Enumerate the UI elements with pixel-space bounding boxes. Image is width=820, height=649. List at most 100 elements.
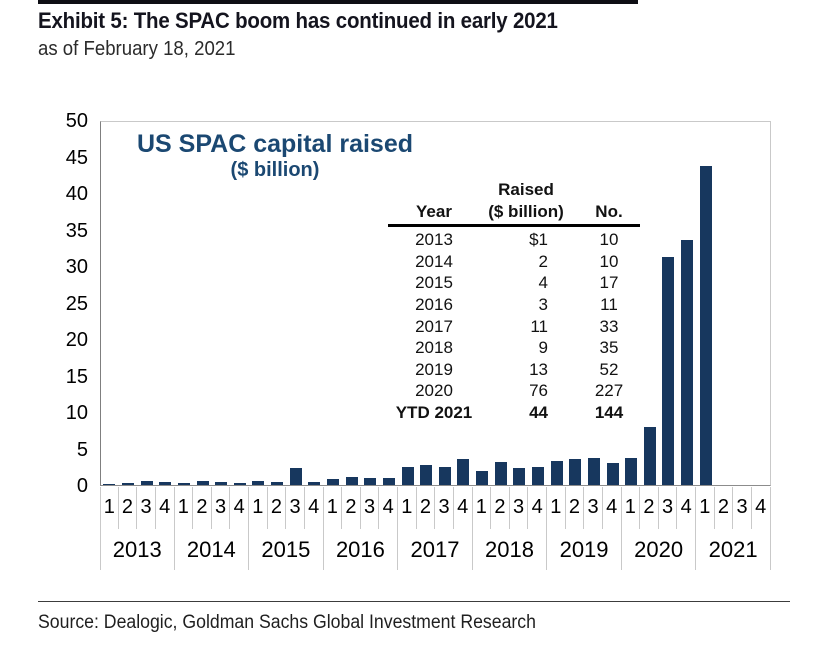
- inset-table-cell: 2015: [415, 273, 453, 293]
- source-divider: [38, 601, 790, 602]
- inset-table-cell: 10: [599, 230, 619, 250]
- inset-table-cell: YTD 2021: [395, 402, 473, 422]
- bar-2017-q3: [438, 466, 451, 485]
- bar-2015-q4: [308, 481, 321, 485]
- source-text: Source: Dealogic, Goldman Sachs Global I…: [38, 612, 536, 633]
- inset-table-cell: 9: [538, 338, 548, 358]
- y-axis-tick-label: 15: [65, 365, 88, 388]
- y-axis-tick-label: 40: [65, 183, 88, 205]
- inset-table-cell: 17: [599, 273, 619, 293]
- quarter-label: 3: [659, 487, 678, 529]
- inset-table-cell: 2016: [415, 294, 453, 314]
- quarter-label: 2: [342, 487, 361, 529]
- quarter-label: 4: [454, 487, 473, 529]
- inset-table-row-2017: 2017 11 33: [388, 316, 640, 338]
- bar-2019-q1: [550, 460, 563, 485]
- bar-2020-q2: [643, 426, 656, 485]
- quarter-label: 2: [193, 487, 212, 529]
- quarter-label: 4: [379, 487, 398, 529]
- inset-table-row-2018: 2018 9 35: [388, 337, 640, 359]
- bar-2016-q2: [345, 476, 358, 485]
- inset-table-row-2014: 2014 2 10: [388, 251, 640, 273]
- year-label-2015: 2015: [249, 529, 324, 570]
- year-label-2014: 2014: [175, 529, 250, 570]
- inset-table-header-rule: [388, 224, 640, 228]
- bar-2016-q3: [364, 478, 377, 485]
- inset-table-cell: 2: [538, 251, 548, 271]
- bar-2018-q1: [476, 471, 489, 485]
- quarter-label: 1: [100, 487, 119, 529]
- inset-table-cell: 2018: [415, 338, 453, 358]
- quarter-label: 2: [268, 487, 287, 529]
- y-axis-tick-label: 0: [76, 475, 88, 497]
- quarter-label: 4: [528, 487, 547, 529]
- y-axis-tick-label: 45: [65, 146, 88, 169]
- inset-table-cell: 44: [529, 402, 548, 422]
- year-label-2017: 2017: [398, 529, 473, 570]
- year-label-2018: 2018: [473, 529, 548, 570]
- exhibit-title: Exhibit 5: The SPAC boom has continued i…: [38, 8, 558, 33]
- spac-bar-chart: 0 5 10 15 20 25 30 35 40 45 50 US SPAC capital rai…: [65, 111, 771, 570]
- inset-table-cell: 33: [599, 316, 619, 336]
- x-axis-year-labels: 2013 2014 2015 2016 2017 2018 2019 2020 2021: [100, 529, 771, 570]
- inset-table-cell: 13: [529, 359, 548, 379]
- bar-2013-q4: [159, 482, 172, 485]
- inset-table-row-2013: 2013 $1 10: [388, 229, 640, 251]
- inset-table-row-ytd-2021: YTD 2021 44 144: [388, 402, 640, 424]
- quarter-label: 1: [547, 487, 566, 529]
- y-axis-tick-label: 35: [65, 219, 88, 242]
- y-axis-tick-label: 30: [65, 256, 88, 278]
- inset-table-cell: 10: [599, 251, 619, 271]
- bar-2013-q1: [103, 483, 116, 485]
- inset-data-table: Raised Year ($ billion) No. 2013 $1 10 2014…: [388, 179, 640, 424]
- quarter-label: 4: [230, 487, 249, 529]
- plot-area: [100, 121, 771, 486]
- y-axis-tick-label: 5: [76, 438, 88, 461]
- quarter-label: 3: [361, 487, 380, 529]
- bar-2019-q4: [606, 463, 619, 485]
- year-label-2020: 2020: [622, 529, 697, 570]
- quarter-label: 4: [603, 487, 622, 529]
- inset-table-header-line1: Raised: [388, 179, 640, 201]
- exhibit-subtitle: as of February 18, 2021: [38, 38, 236, 60]
- bar-2016-q1: [326, 479, 339, 485]
- bar-2014-q1: [177, 482, 190, 485]
- inset-table-cell: 52: [599, 359, 619, 379]
- inset-table-header-line2: Year ($ billion) No.: [388, 201, 640, 223]
- exhibit-top-rule: [38, 0, 638, 4]
- quarter-label: 3: [286, 487, 305, 529]
- bar-2018-q4: [532, 467, 544, 485]
- inset-table-rows: 2013 $1 10 2014 2 10 2015 4 17 2016 3 11 2017 11 33 201…: [388, 229, 640, 423]
- quarter-label: 4: [156, 487, 175, 529]
- inset-table-cell: 2014: [415, 251, 453, 271]
- quarter-label: 2: [417, 487, 436, 529]
- quarter-label: 1: [622, 487, 641, 529]
- inset-table-cell: 2017: [415, 316, 453, 336]
- bar-2017-q2: [420, 464, 433, 485]
- bar-2015-q1: [252, 481, 265, 485]
- quarter-label: 2: [640, 487, 659, 529]
- inset-table-cell: 227: [594, 381, 624, 401]
- quarter-label: 1: [249, 487, 268, 529]
- bar-2019-q3: [587, 457, 600, 485]
- inset-table-cell: 2013: [415, 230, 453, 250]
- inset-table-cell: 144: [594, 402, 624, 422]
- y-axis-tick-label: 20: [65, 329, 88, 351]
- quarter-label: 1: [473, 487, 492, 529]
- inset-table-cell: 4: [538, 273, 548, 293]
- inset-table-header-raised-line2: ($ billion): [488, 201, 564, 221]
- inset-table-header-raised-line1: Raised: [498, 180, 554, 199]
- quarter-label: 3: [212, 487, 231, 529]
- inset-table-cell: 35: [599, 338, 619, 358]
- quarter-label: 2: [119, 487, 138, 529]
- inset-table-row-2020: 2020 76 227: [388, 380, 640, 402]
- quarter-label: 2: [715, 487, 734, 529]
- inset-table-cell: 11: [530, 316, 548, 336]
- year-label-2013: 2013: [100, 529, 175, 570]
- quarter-label: 2: [566, 487, 585, 529]
- inset-table-cell: $1: [529, 230, 548, 250]
- quarter-label: 3: [137, 487, 156, 529]
- year-label-2021: 2021: [696, 529, 771, 570]
